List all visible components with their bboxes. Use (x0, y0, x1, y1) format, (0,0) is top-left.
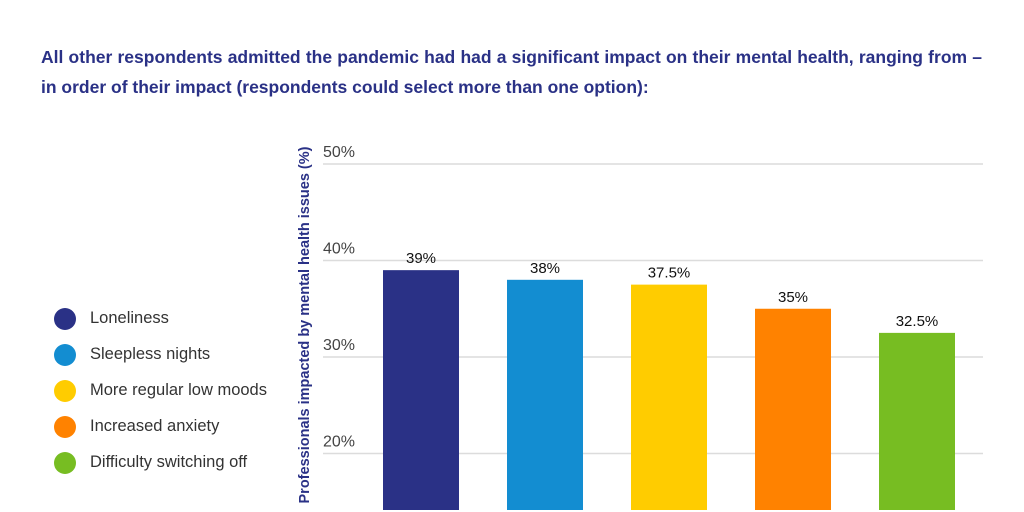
legend-label: Sleepless nights (90, 345, 211, 363)
legend-swatch (54, 308, 76, 330)
data-label: 37.5% (648, 265, 691, 282)
legend-label: Difficulty switching off (90, 453, 248, 471)
y-tick-label: 40% (323, 241, 355, 258)
legend-swatch (54, 452, 76, 474)
legend-swatch (54, 416, 76, 438)
intro-text: All other respondents admitted the pande… (41, 47, 982, 97)
bar-increased-anxiety (755, 308, 831, 510)
data-label: 35% (778, 289, 808, 306)
legend-swatch (54, 344, 76, 366)
legend-label: Loneliness (90, 309, 169, 327)
y-tick-label: 50% (323, 144, 355, 161)
legend-label: Increased anxiety (90, 417, 220, 435)
legend-item: Difficulty switching off (54, 452, 280, 474)
legend: Loneliness Sleepless nights More regular l… (54, 308, 280, 474)
bar-loneliness (383, 270, 459, 510)
data-label: 39% (406, 250, 436, 267)
legend-item: More regular low moods (54, 380, 280, 402)
y-axis-label: Professionals impacted by mental health … (297, 146, 313, 503)
legend-item: Increased anxiety (54, 416, 280, 438)
y-tick-label: 30% (323, 337, 355, 354)
legend-item: Sleepless nights (54, 344, 280, 366)
legend-label: More regular low moods (90, 381, 267, 399)
y-tick-label: 20% (323, 434, 355, 451)
bar-difficulty-switching-off (879, 332, 955, 510)
data-label: 32.5% (896, 313, 939, 330)
legend-swatch (54, 380, 76, 402)
data-label: 38% (530, 260, 560, 277)
legend-item: Loneliness (54, 308, 280, 330)
bar-more-regular-low-moods (631, 284, 707, 510)
bar-sleepless-nights (507, 279, 583, 510)
